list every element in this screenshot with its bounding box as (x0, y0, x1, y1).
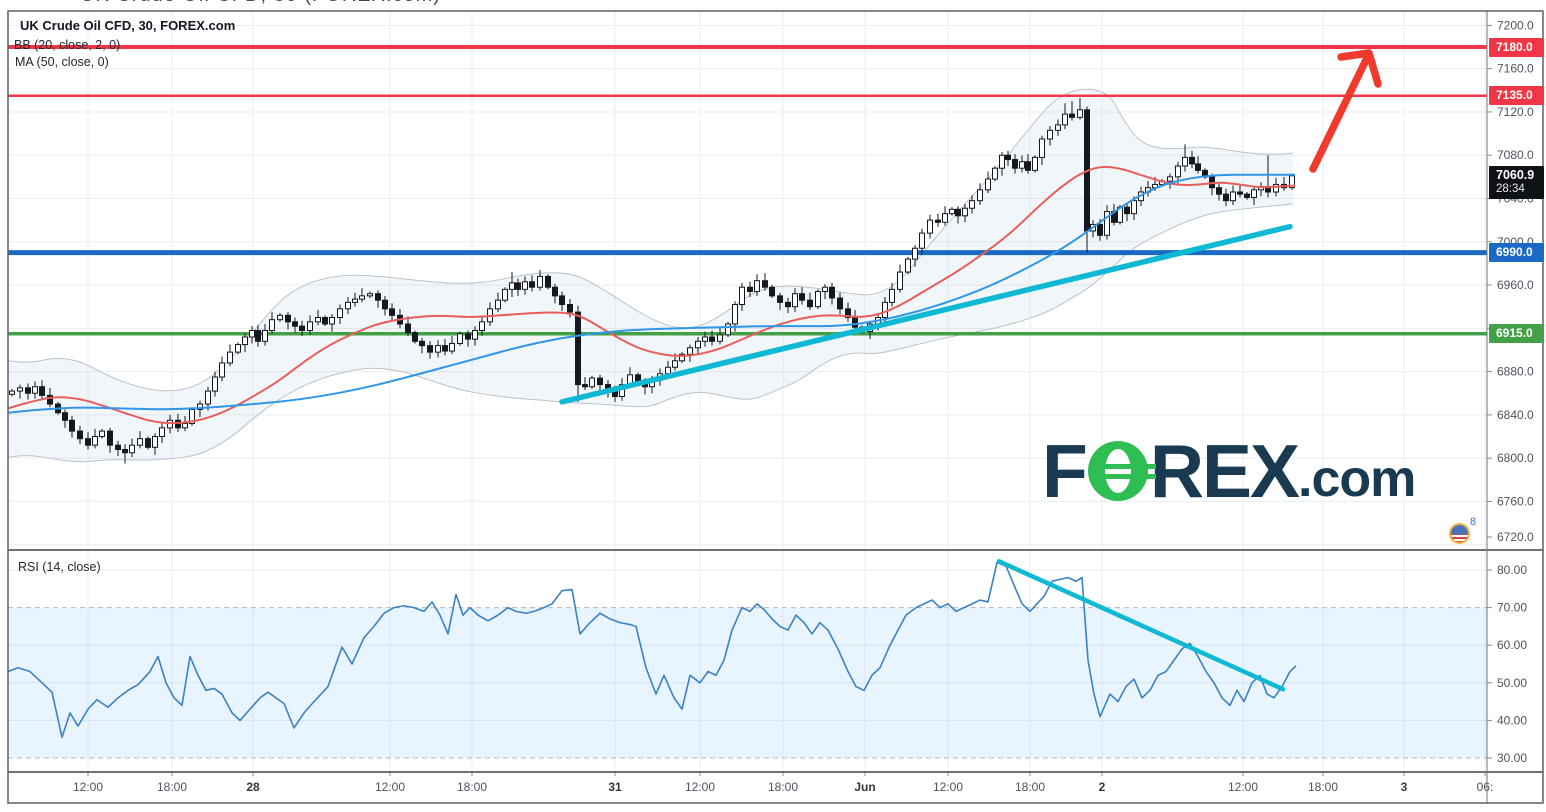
axis-tick-label: 30.00 (1497, 751, 1527, 765)
frame (7, 10, 1544, 804)
time-tick-label: 28 (246, 780, 260, 794)
axis-tick-label: 40.00 (1497, 713, 1527, 727)
last-price-value: 7060.9 (1496, 167, 1535, 182)
level-price-badge: 7135.0 (1489, 86, 1544, 106)
axis-tick-label: 6720.0 (1497, 530, 1534, 544)
time-tick-label: 06: (1477, 780, 1494, 794)
time-axis[interactable]: 12:00 18:00 28 12:00 18:00 31 12:00 18:00 Jun 12:… (73, 772, 1493, 794)
rsi-indicator-label[interactable]: RSI (14, close) (18, 560, 101, 574)
rsi-line (8, 561, 1297, 739)
time-tick-label: 12:00 (933, 780, 963, 794)
event-count-badge: 8 (1470, 516, 1477, 528)
axis-tick-label: 7200.0 (1497, 18, 1534, 32)
time-tick-label: 18:00 (1015, 780, 1045, 794)
axis-tick-label: 7120.0 (1497, 105, 1534, 119)
axis-tick-label: 80.00 (1497, 563, 1527, 577)
time-tick-label: 18:00 (1308, 780, 1338, 794)
time-tick-label: 12:00 (375, 780, 405, 794)
rsi-pane[interactable] (8, 559, 1487, 759)
price-axis[interactable]: 7200.07160.07120.07080.07040.07000.06960… (1487, 18, 1534, 765)
axis-tick-label: 6800.0 (1497, 451, 1534, 465)
axis-tick-label: 6840.0 (1497, 408, 1534, 422)
axis-tick-label: 7160.0 (1497, 62, 1534, 76)
economic-event-flag-icon[interactable] (1449, 523, 1470, 544)
ma50-line[interactable] (8, 173, 1295, 414)
level-price-badge: 7180.0 (1489, 37, 1544, 57)
axis-tick-label: 6960.0 (1497, 278, 1534, 292)
axis-tick-label: 70.00 (1497, 601, 1527, 615)
up-arrow-drawing[interactable] (1309, 49, 1382, 173)
time-tick-label: 2 (1099, 780, 1106, 794)
time-tick-label: 18:00 (157, 780, 187, 794)
bar-countdown: 28:34 (1496, 182, 1525, 195)
axis-tick-label: 60.00 (1497, 638, 1527, 652)
time-tick-label: 31 (608, 780, 622, 794)
level-price-badge: 6990.0 (1489, 243, 1544, 263)
time-tick-label: Jun (854, 780, 875, 794)
time-tick-label: 12:00 (73, 780, 103, 794)
gridlines (8, 11, 1487, 772)
axis-tick-label: 7080.0 (1497, 148, 1534, 162)
last-price-badge: 7060.9 28:34 (1489, 165, 1544, 199)
time-tick-label: 12:00 (1228, 780, 1258, 794)
rsi-trendline[interactable] (996, 559, 1286, 692)
time-tick-label: 3 (1401, 780, 1408, 794)
axis-tick-label: 6880.0 (1497, 365, 1534, 379)
price-trendline[interactable] (559, 223, 1293, 405)
time-tick-label: 12:00 (685, 780, 715, 794)
level-price-badge: 6915.0 (1489, 324, 1544, 344)
axis-tick-label: 50.00 (1497, 676, 1527, 690)
time-tick-label: 18:00 (768, 780, 798, 794)
time-tick-label: 18:00 (457, 780, 487, 794)
price-pane[interactable] (8, 45, 1487, 464)
clipped-header-text: UK Crude Oil CFD, 30 (FOREX.com) (80, 0, 700, 5)
axis-tick-label: 6760.0 (1497, 494, 1534, 508)
